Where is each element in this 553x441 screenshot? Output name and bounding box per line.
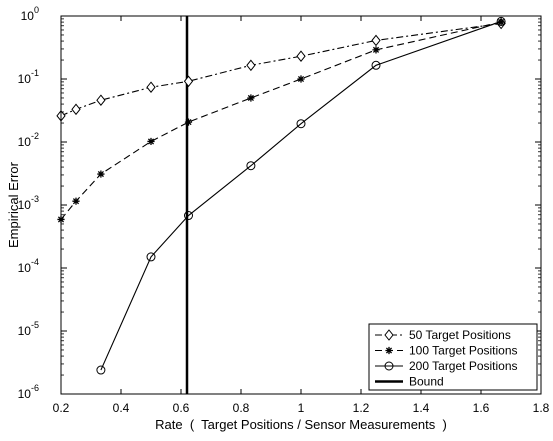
diamond-marker — [71, 103, 81, 116]
circle-marker — [246, 161, 256, 171]
y-axis-label: Empirical Error — [6, 161, 21, 248]
diamond-marker — [96, 94, 106, 107]
y-tick-exponent: -3 — [31, 194, 39, 204]
x-tick-label: 0.2 — [53, 401, 70, 415]
y-tick-exponent: -1 — [31, 68, 39, 78]
diamond-marker — [146, 81, 156, 94]
circle-marker — [384, 361, 394, 371]
series-2 — [57, 18, 505, 224]
series-line — [100, 20, 502, 371]
circle-marker — [146, 252, 156, 262]
star-marker — [247, 94, 255, 102]
y-tick-base: 10 — [21, 9, 35, 23]
y-tick-base: 10 — [18, 387, 32, 401]
x-tick-label: 1.6 — [473, 401, 490, 415]
y-tick-exponent: 0 — [34, 5, 39, 15]
legend-label: 50 Target Positions — [409, 328, 511, 342]
plot-marks — [56, 16, 506, 394]
circle-marker — [296, 119, 306, 129]
diamond-marker — [384, 329, 394, 341]
y-tick-label: 10-5 — [18, 320, 39, 338]
y-tick-label: 10-6 — [18, 383, 39, 401]
legend-label: 100 Target Positions — [409, 344, 518, 358]
circle-marker — [371, 60, 381, 70]
x-tick-label: 1.2 — [353, 401, 370, 415]
y-tick-label: 10-2 — [18, 131, 39, 149]
series-line — [60, 21, 502, 220]
star-marker — [97, 170, 105, 178]
x-tick-label: 0.6 — [173, 401, 190, 415]
axes: 0.2 0.4 0.6 0.8 1 1.2 1.4 1.6 1.810-610-510-410-… — [18, 5, 550, 415]
legend-label: Bound — [409, 375, 444, 389]
y-tick-label: 10-4 — [18, 257, 39, 275]
series-line — [60, 22, 502, 117]
y-tick-exponent: -5 — [31, 320, 39, 330]
y-tick-exponent: -4 — [31, 257, 39, 267]
star-marker — [72, 197, 80, 205]
legend-label: 200 Target Positions — [409, 359, 518, 373]
star-marker — [385, 346, 393, 355]
diamond-marker — [371, 34, 381, 47]
circle-marker — [184, 211, 193, 221]
y-tick-base: 10 — [18, 135, 32, 149]
diamond-marker — [183, 75, 194, 88]
x-tick-label: 1.4 — [413, 401, 430, 415]
y-tick-base: 10 — [18, 324, 32, 338]
star-marker — [372, 46, 380, 54]
x-tick-label: 0.8 — [233, 401, 250, 415]
x-tick-label: 1.8 — [533, 401, 550, 415]
y-tick-label: 10-3 — [18, 194, 39, 212]
legend: 50 Target Positions 100 Target Positions2… — [368, 323, 538, 391]
series-3 — [96, 16, 506, 375]
circle-marker — [96, 365, 106, 375]
x-tick-label: 1 — [298, 401, 305, 415]
x-tick-label: 0.4 — [113, 401, 130, 415]
diamond-marker — [246, 59, 256, 72]
star-marker — [147, 137, 155, 146]
x-axis-label: Rate ( Target Positions / Sensor Measure… — [155, 417, 447, 432]
y-tick-label: 10-1 — [18, 68, 39, 86]
y-tick-base: 10 — [18, 198, 32, 212]
y-tick-exponent: -6 — [31, 383, 39, 393]
y-tick-label: 100 — [21, 5, 39, 23]
star-marker — [184, 118, 193, 126]
star-marker — [297, 75, 305, 83]
star-marker — [497, 18, 505, 26]
y-tick-exponent: -2 — [31, 131, 39, 141]
diamond-marker — [296, 50, 306, 63]
y-tick-base: 10 — [18, 261, 32, 275]
y-tick-base: 10 — [18, 72, 32, 86]
series-1 — [56, 17, 506, 122]
circle-marker — [496, 16, 506, 26]
